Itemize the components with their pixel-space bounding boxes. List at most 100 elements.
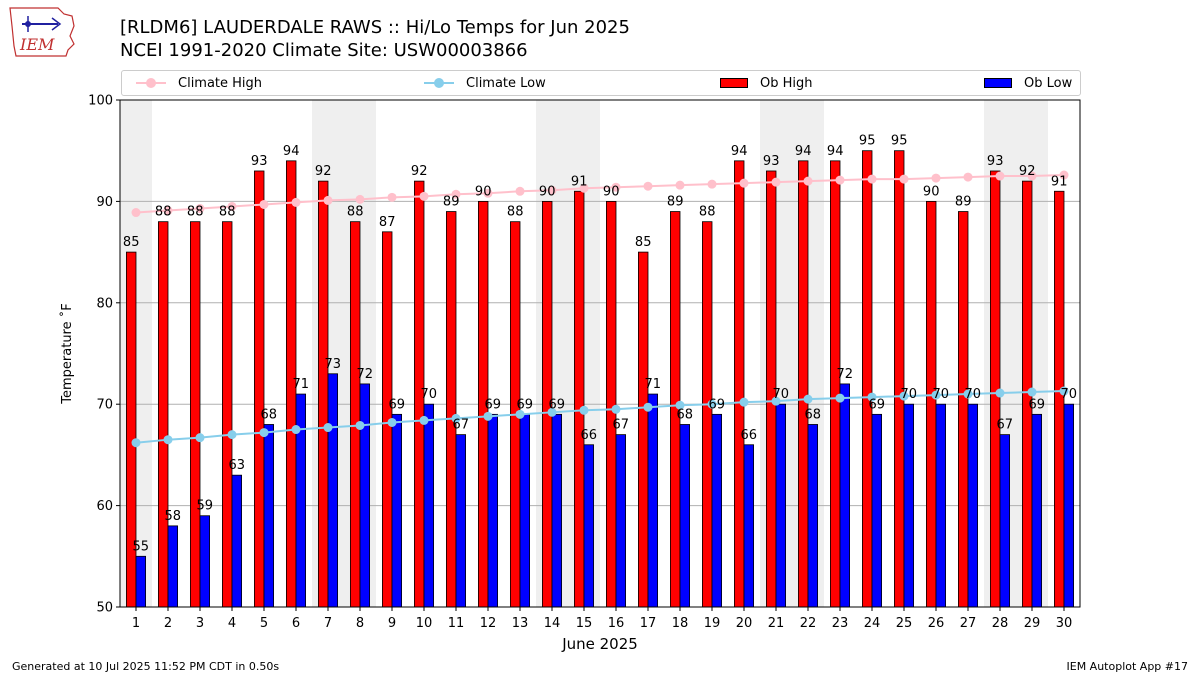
x-tick-label: 27 bbox=[960, 616, 977, 631]
ob-low-bar bbox=[839, 383, 851, 608]
climate-high-point bbox=[803, 176, 813, 186]
climate-high-point bbox=[707, 179, 717, 189]
ob-high-label: 94 bbox=[731, 144, 748, 159]
chart-subtitle: NCEI 1991-2020 Climate Site: USW00003866 bbox=[120, 40, 528, 61]
climate-high-point bbox=[515, 186, 525, 196]
chart-title: [RLDM6] LAUDERDALE RAWS :: Hi/Lo Temps f… bbox=[120, 17, 630, 38]
climate-low-point bbox=[1027, 387, 1037, 397]
climate-low-point bbox=[131, 438, 141, 448]
ob-low-bar bbox=[455, 434, 467, 608]
ob-low-label: 71 bbox=[293, 377, 310, 392]
climate-high-point bbox=[611, 182, 621, 192]
ob-low-bar bbox=[135, 555, 147, 608]
climate-low-point bbox=[355, 420, 365, 430]
ob-high-label: 88 bbox=[347, 205, 364, 220]
climate-high-point bbox=[1027, 171, 1037, 181]
logo-text: IEM bbox=[19, 35, 55, 54]
ob-high-label: 93 bbox=[251, 154, 268, 169]
x-tick-label: 13 bbox=[512, 616, 529, 631]
climate-high-point bbox=[131, 208, 141, 218]
x-tick-label: 15 bbox=[576, 616, 593, 631]
ob-high-label: 90 bbox=[539, 184, 556, 199]
ob-high-bar bbox=[926, 200, 937, 608]
ob-low-bar bbox=[263, 424, 275, 608]
ob-high-label: 91 bbox=[1051, 174, 1068, 189]
ob-high-label: 94 bbox=[283, 144, 300, 159]
x-tick-label: 20 bbox=[736, 616, 753, 631]
climate-low-point bbox=[675, 400, 685, 410]
ob-low-label: 55 bbox=[133, 539, 150, 554]
x-tick-label: 8 bbox=[356, 616, 364, 631]
climate-high-point bbox=[963, 172, 973, 182]
ob-low-label: 70 bbox=[1061, 387, 1078, 402]
legend-line-climate-low bbox=[424, 78, 454, 88]
ob-high-label: 92 bbox=[315, 164, 332, 179]
climate-high-point bbox=[899, 174, 909, 184]
ob-low-label: 70 bbox=[933, 387, 950, 402]
ob-high-bar bbox=[253, 170, 265, 608]
ob-high-label: 94 bbox=[795, 144, 812, 159]
climate-low-point bbox=[195, 433, 205, 443]
climate-low-point bbox=[227, 430, 237, 440]
ob-low-label: 68 bbox=[677, 407, 694, 422]
x-tick-label: 4 bbox=[228, 616, 236, 631]
climate-high-point bbox=[643, 181, 653, 191]
ob-high-label: 85 bbox=[123, 235, 140, 250]
ob-high-label: 95 bbox=[891, 134, 908, 149]
x-tick-label: 23 bbox=[832, 616, 849, 631]
x-tick-label: 14 bbox=[544, 616, 561, 631]
x-tick-label: 5 bbox=[260, 616, 268, 631]
x-tick-label: 6 bbox=[292, 616, 300, 631]
ob-low-bar bbox=[487, 413, 499, 608]
climate-high-point bbox=[163, 206, 173, 216]
climate-low-point bbox=[163, 435, 173, 445]
climate-high-line bbox=[135, 174, 1065, 214]
ob-high-label: 93 bbox=[763, 154, 780, 169]
ob-low-bar bbox=[679, 424, 691, 608]
ob-low-bar bbox=[807, 424, 819, 608]
climate-high-point bbox=[195, 203, 205, 213]
ob-low-bar bbox=[359, 383, 371, 608]
climate-low-point bbox=[323, 423, 333, 433]
legend-patch-ob-low bbox=[984, 78, 1012, 88]
ob-low-label: 63 bbox=[229, 458, 246, 473]
ob-high-label: 88 bbox=[155, 205, 172, 220]
climate-low-point bbox=[643, 402, 653, 412]
legend-line-climate-high bbox=[136, 78, 166, 88]
climate-high-point bbox=[355, 194, 365, 204]
ob-low-label: 70 bbox=[965, 387, 982, 402]
climate-high-point bbox=[835, 175, 845, 185]
app-credit: IEM Autoplot App #17 bbox=[1066, 660, 1189, 673]
ob-low-label: 69 bbox=[517, 397, 534, 412]
climate-low-point bbox=[995, 388, 1005, 398]
ob-high-bar bbox=[157, 221, 169, 608]
x-tick-label: 12 bbox=[480, 616, 497, 631]
x-tick-label: 1 bbox=[132, 616, 140, 631]
ob-low-bar bbox=[1063, 403, 1075, 608]
climate-high-point bbox=[323, 195, 333, 205]
legend-item-ob-high: Ob High bbox=[720, 71, 813, 95]
y-axis-label: Temperature ˚F bbox=[59, 303, 75, 404]
x-tick-label: 17 bbox=[640, 616, 657, 631]
ob-low-bar bbox=[1031, 413, 1043, 608]
y-tick-label: 80 bbox=[96, 296, 113, 311]
ob-high-bar bbox=[189, 221, 201, 608]
ob-high-bar bbox=[702, 221, 713, 608]
ob-low-label: 59 bbox=[197, 499, 214, 514]
climate-low-point bbox=[419, 415, 429, 425]
climate-low-point bbox=[739, 397, 749, 407]
ob-low-label: 67 bbox=[997, 418, 1014, 433]
legend-patch-ob-high bbox=[720, 78, 748, 88]
climate-high-point bbox=[771, 177, 781, 187]
climate-low-point bbox=[451, 413, 461, 423]
climate-low-point bbox=[259, 428, 269, 438]
climate-low-point bbox=[387, 417, 397, 427]
climate-low-point bbox=[899, 391, 909, 401]
climate-high-point bbox=[451, 189, 461, 199]
ob-high-bar bbox=[638, 251, 649, 608]
ob-high-label: 89 bbox=[667, 195, 684, 210]
ob-low-bar bbox=[647, 393, 659, 608]
ob-low-bar bbox=[423, 403, 435, 608]
climate-low-point bbox=[1059, 386, 1069, 396]
ob-high-label: 93 bbox=[987, 154, 1004, 169]
